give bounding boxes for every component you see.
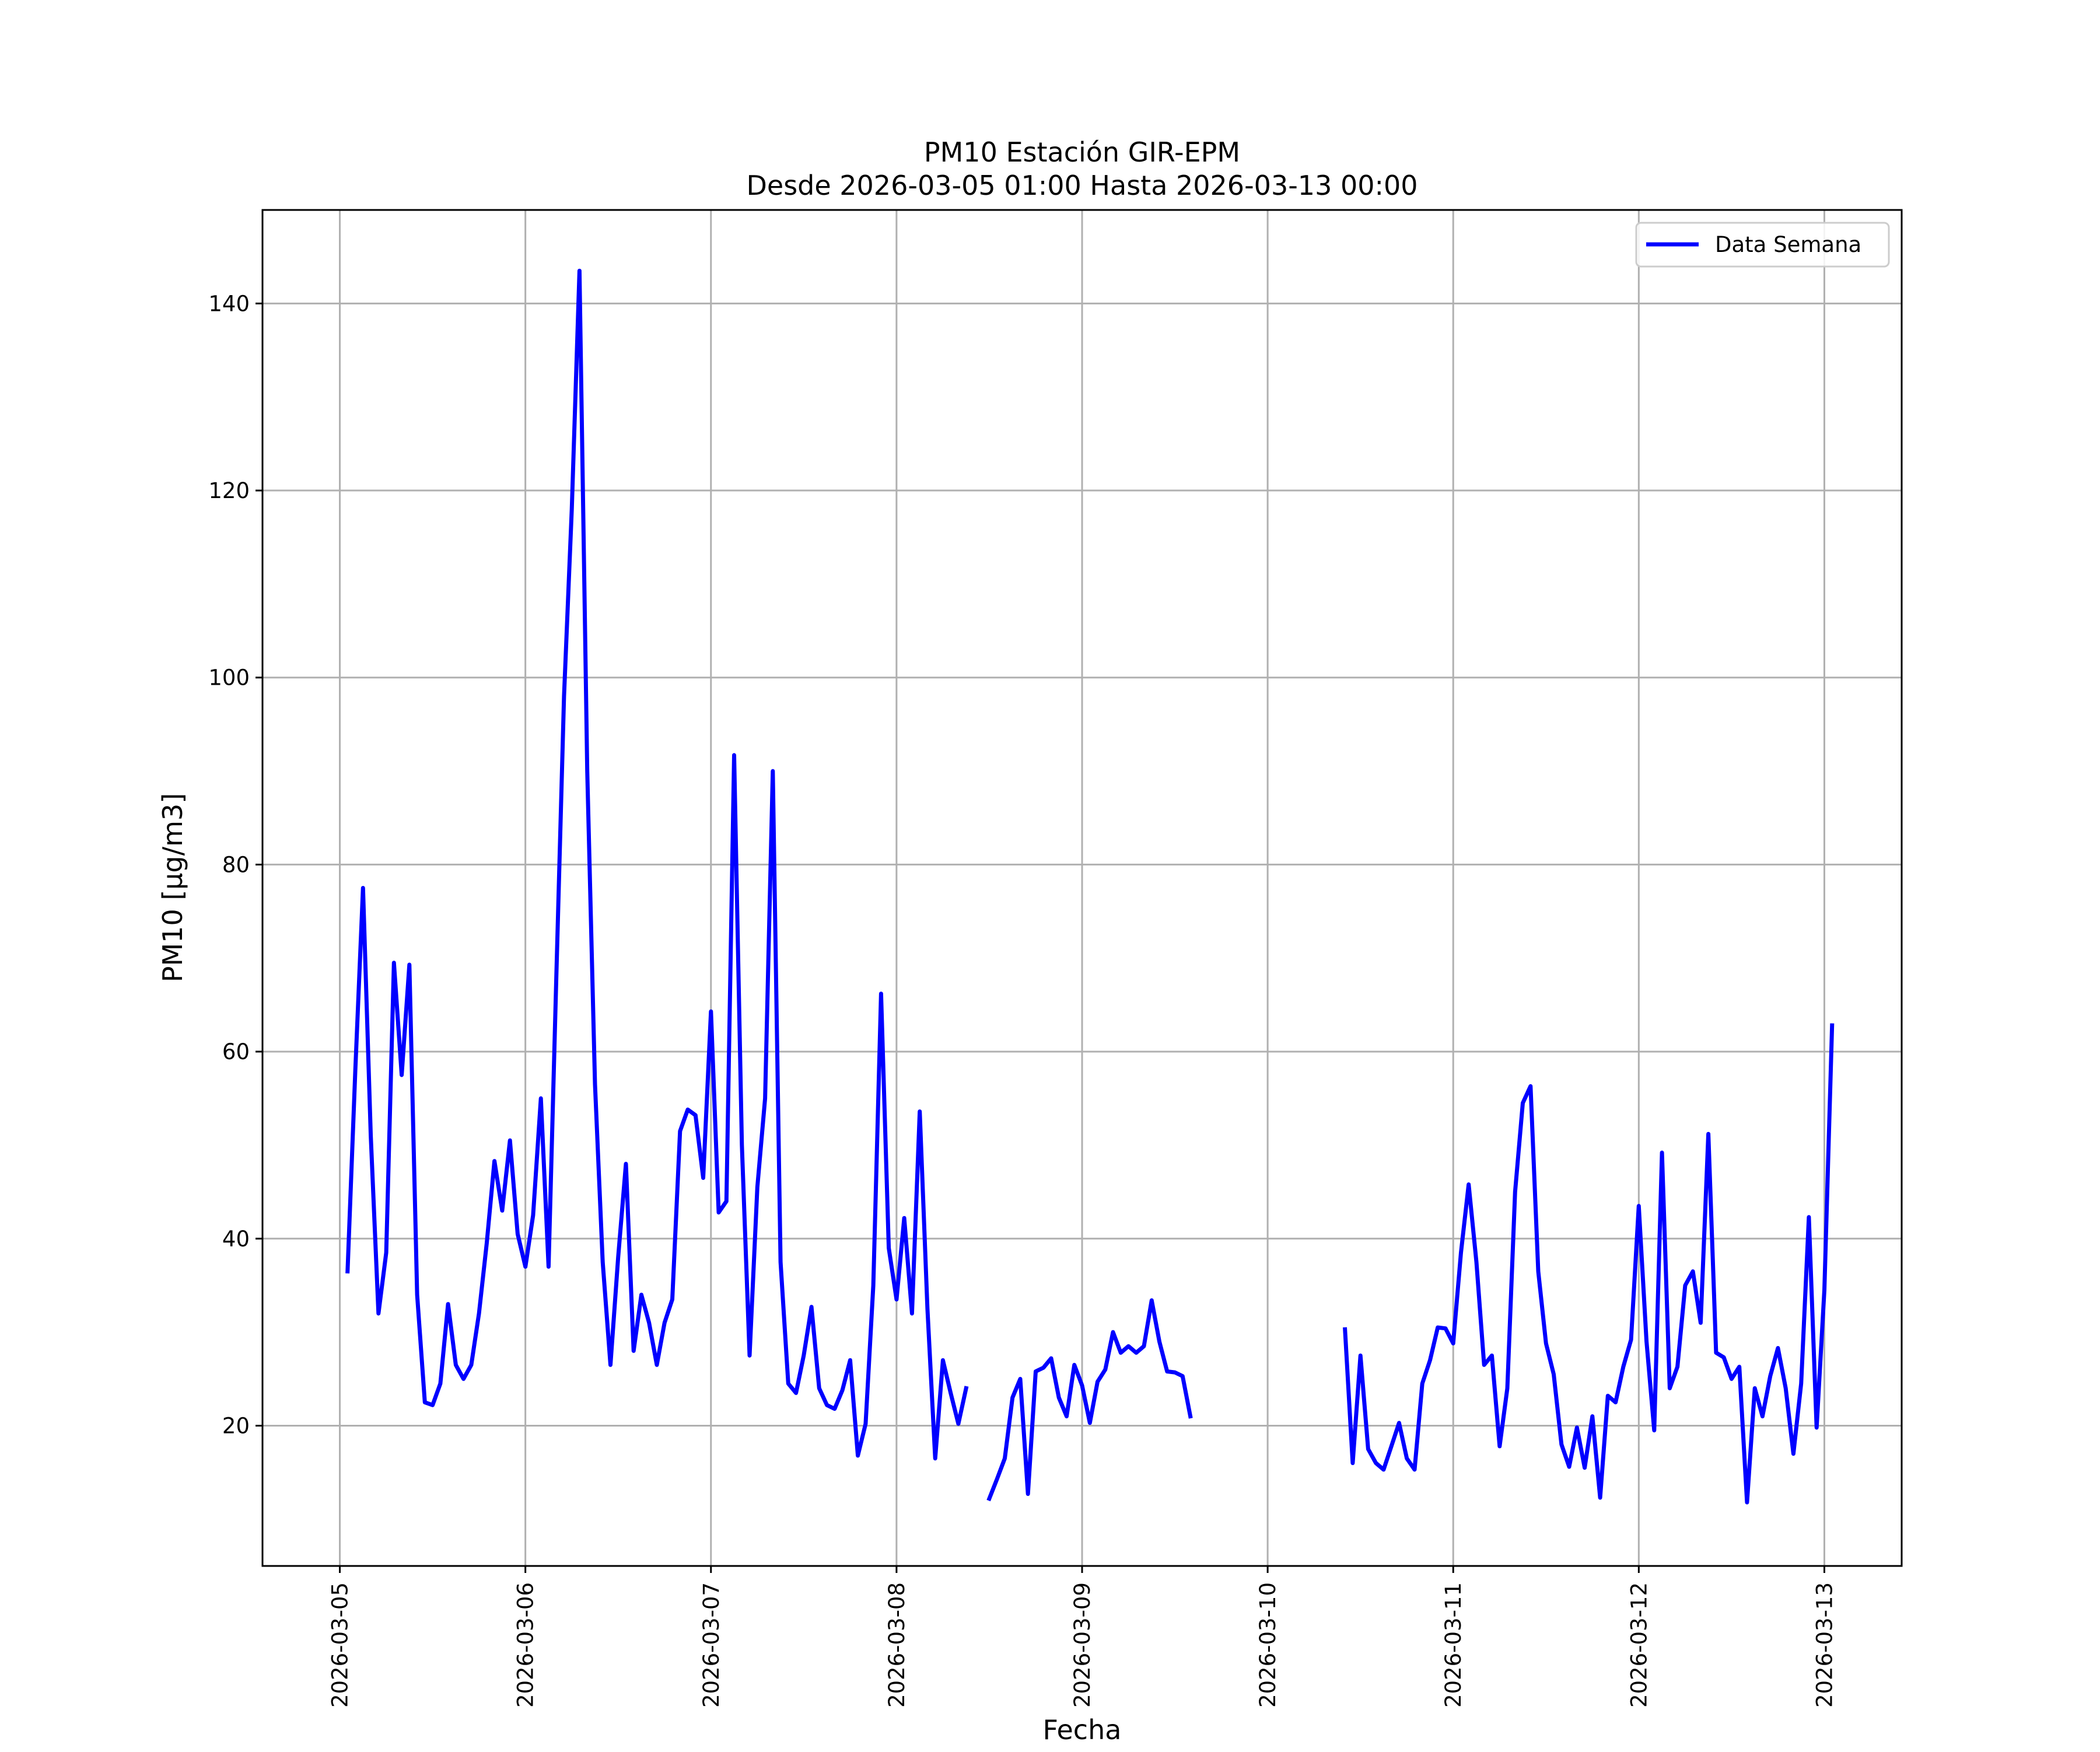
chart-title-line-1: PM10 Estación GIR-EPM — [924, 136, 1240, 168]
y-tick-label-2: 60 — [222, 1039, 250, 1064]
legend-entry-data-semana: Data Semana — [1715, 232, 1861, 257]
y-tick-label-5: 120 — [208, 478, 250, 503]
chart-title-line-2: Desde 2026-03-05 01:00 Hasta 2026-03-13 … — [746, 170, 1418, 201]
y-tick-label-0: 20 — [222, 1413, 250, 1438]
y-axis-title: PM10 [μg/m3] — [157, 793, 188, 983]
y-tick-label-3: 80 — [222, 852, 250, 877]
x-tick-label-0: 2026-03-05 — [328, 1582, 353, 1708]
x-tick-label-2: 2026-03-07 — [699, 1582, 724, 1708]
y-tick-label-4: 100 — [208, 665, 250, 691]
x-tick-label-1: 2026-03-06 — [513, 1582, 538, 1708]
x-axis: 2026-03-05 2026-03-06 2026-03-07 2026-03-08… — [328, 1566, 1837, 1708]
y-tick-label-6: 140 — [208, 291, 250, 316]
series-line-0-segment-2 — [1343, 1023, 1835, 1505]
x-axis-title: Fecha — [1043, 1714, 1122, 1746]
y-axis: 20 40 60 80 100 120 140 — [208, 291, 262, 1438]
y-tick-label-1: 40 — [222, 1227, 250, 1252]
grid — [262, 210, 1902, 1566]
x-tick-label-7: 2026-03-12 — [1626, 1582, 1651, 1708]
x-tick-label-4: 2026-03-09 — [1070, 1582, 1095, 1708]
series-line-0-segment-1 — [986, 1298, 1193, 1502]
series-line-0-segment-0 — [345, 268, 969, 1461]
x-tick-label-5: 2026-03-10 — [1255, 1582, 1280, 1708]
x-tick-label-8: 2026-03-13 — [1812, 1582, 1837, 1708]
legend: Data Semana — [1635, 222, 1890, 268]
legend-box — [1635, 222, 1890, 268]
series-layer — [345, 268, 1835, 1505]
x-tick-label-6: 2026-03-11 — [1441, 1582, 1466, 1708]
x-tick-label-3: 2026-03-08 — [884, 1582, 909, 1708]
